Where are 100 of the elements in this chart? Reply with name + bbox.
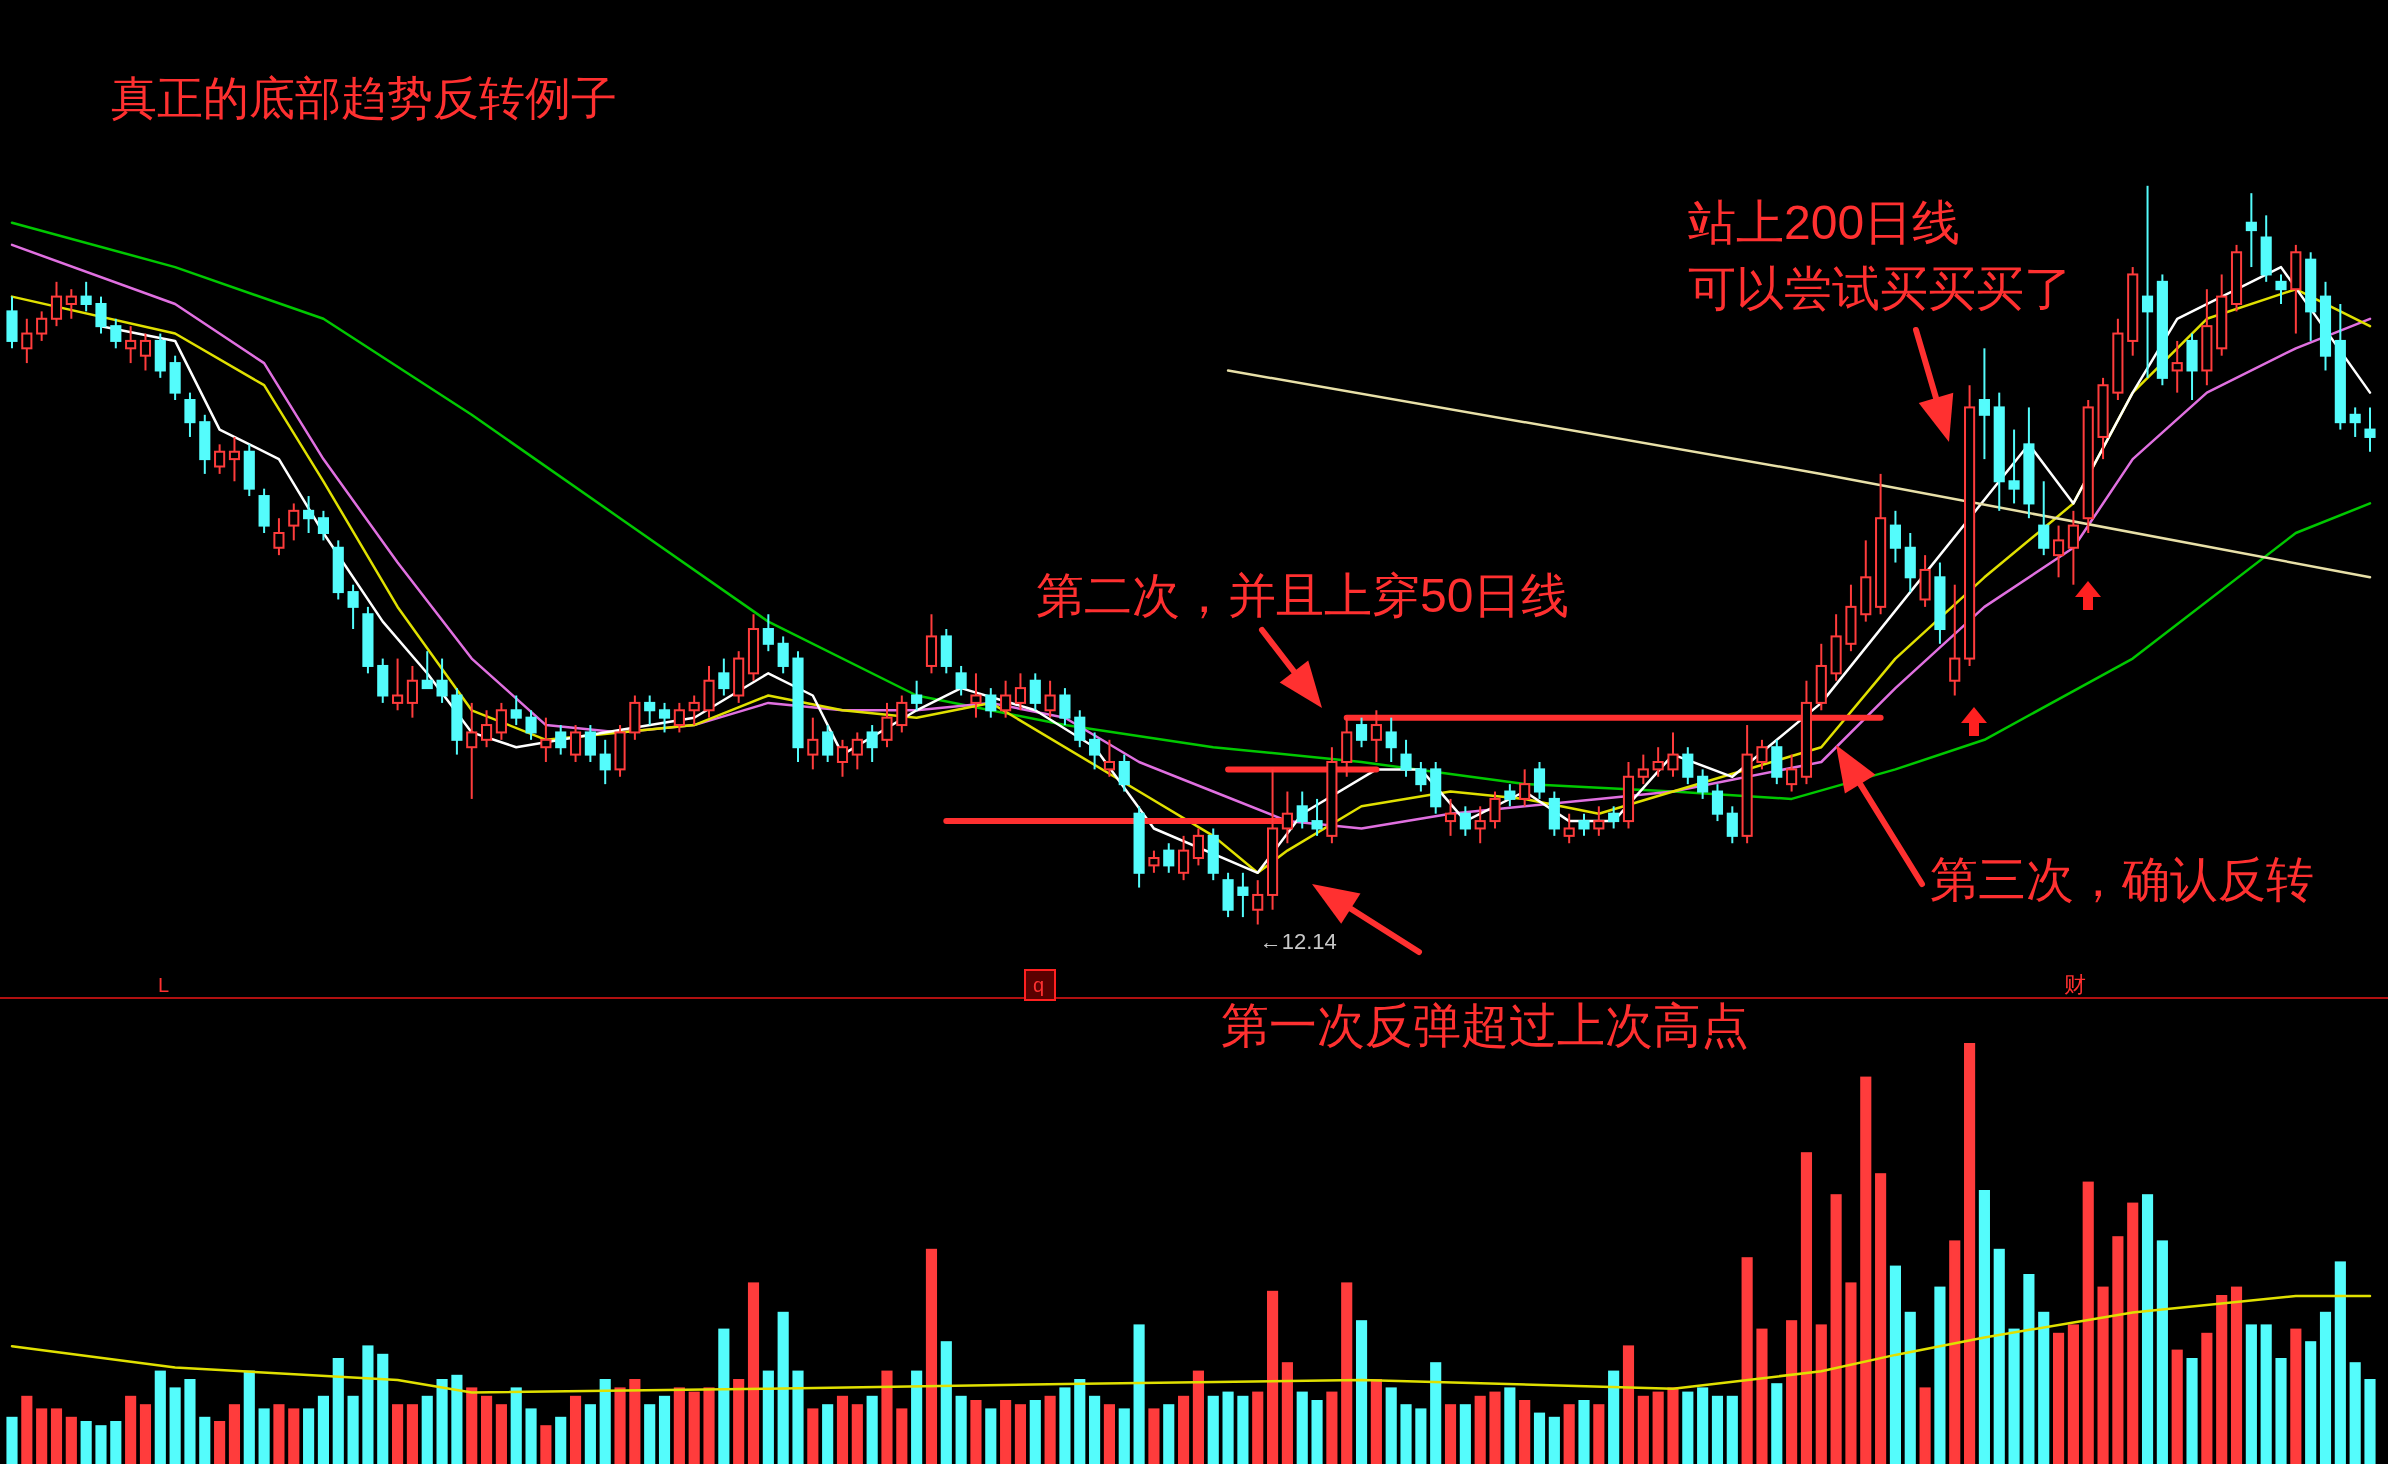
candlestick [807,716,819,771]
candlestick [2349,406,2361,438]
bar [1800,1152,1813,1464]
candlestick [688,694,700,727]
bar [1074,1379,1086,1464]
bar [1726,1395,1738,1464]
candlestick [2053,524,2065,579]
candlestick [95,295,107,335]
candlestick [1044,679,1056,719]
bar [540,1425,552,1464]
bar [866,1395,878,1464]
bar [1355,1320,1368,1464]
candlestick [1385,716,1397,763]
candlestick [421,650,433,690]
bar [466,1387,478,1464]
bar [347,1395,359,1464]
annotation: 可以尝试买买买了 [1688,262,2072,315]
candlestick [1074,709,1086,749]
bar [50,1408,63,1464]
candlestick [658,701,671,734]
bar [36,1408,48,1464]
bar [21,1395,33,1464]
bar [1029,1400,1041,1464]
bar [1059,1387,1071,1464]
bar [1014,1404,1027,1464]
candlestick [1889,509,1902,564]
bar [629,1379,641,1464]
candlestick [214,443,226,475]
candlestick [1296,790,1308,830]
bar [332,1358,344,1464]
candlestick [1459,805,1471,837]
bar [95,1425,107,1464]
bar [2112,1236,2124,1464]
bar [1993,1248,2005,1464]
candlestick [2245,192,2257,269]
candlestick [1163,842,1175,874]
bar [1148,1408,1160,1464]
bar [1444,1404,1457,1464]
bar [2216,1295,2228,1464]
bar [955,1395,967,1464]
bar [688,1391,700,1464]
candlestick [466,701,478,800]
bar [1178,1395,1190,1464]
candlestick [718,657,730,697]
candlestick [481,709,493,749]
candlestick [1786,753,1798,793]
candlestick [822,724,834,763]
bar [1089,1395,1101,1464]
candlestick [1682,746,1694,786]
bar [2171,1349,2183,1464]
bar [1815,1324,1827,1464]
annotation: 第一次反弹超过上次高点 [1221,999,1749,1052]
candlestick [1014,672,1027,712]
candlestick [80,280,92,313]
candlestick [1563,812,1575,845]
bar [614,1387,626,1464]
bar [1133,1324,1145,1464]
bar [273,1404,285,1464]
bar [2023,1274,2035,1464]
bar [2008,1328,2020,1464]
bar [451,1374,463,1464]
bar [1578,1400,1590,1464]
candlestick [2067,509,2079,586]
bar [65,1416,77,1464]
candlestick [21,317,33,365]
candlestick [584,724,596,763]
bar [2230,1286,2243,1464]
bar [1326,1391,1338,1464]
candlestick [1000,679,1012,719]
candlestick [317,509,329,542]
bar [2082,1181,2094,1464]
candlestick [1578,812,1590,837]
bar [1978,1190,1990,1464]
bar [169,1387,181,1464]
bar [317,1395,329,1464]
candlestick [2008,428,2020,505]
bar [228,1404,241,1464]
candlestick [1711,783,1724,823]
candlestick [1237,871,1249,919]
candlestick [851,731,863,771]
candlestick [2038,480,2050,557]
bar [2260,1324,2272,1464]
bar [2053,1332,2065,1464]
candlestick [2364,406,2376,453]
bar [2245,1324,2257,1464]
bar [1415,1408,1427,1464]
bar [1044,1395,1056,1464]
bar [2097,1286,2109,1464]
candlestick [1103,738,1116,778]
bar [584,1404,596,1464]
bar [1563,1404,1575,1464]
bar [1267,1290,1279,1464]
bar [1504,1387,1516,1464]
candlestick [495,701,507,741]
candlestick [1504,783,1516,808]
bar [436,1379,448,1464]
candlestick [36,310,48,342]
candlestick [673,701,685,734]
bar [1237,1395,1249,1464]
bar [733,1379,745,1464]
